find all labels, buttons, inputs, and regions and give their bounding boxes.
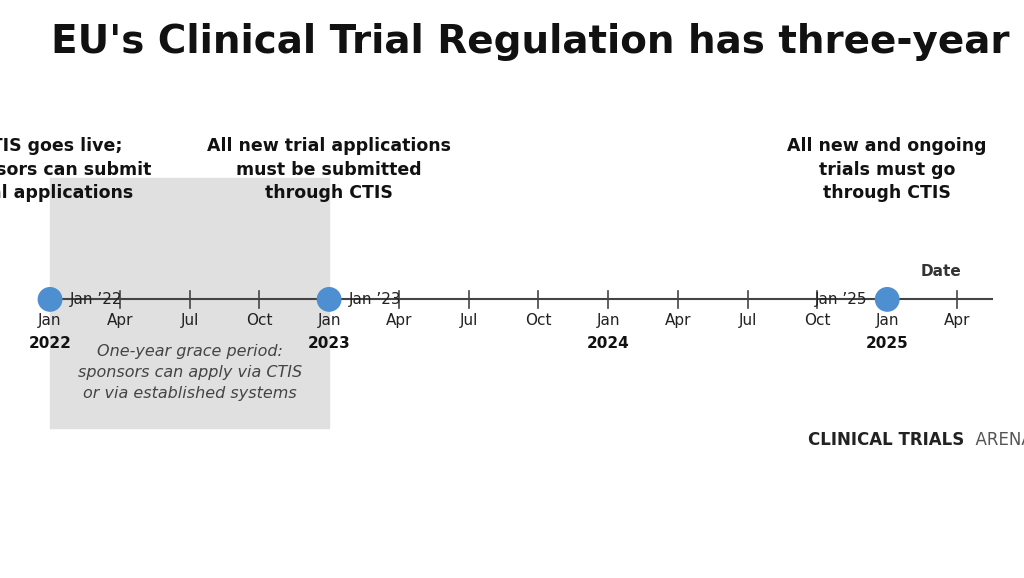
Text: One-year grace period:
sponsors can apply via CTIS
or via established systems: One-year grace period: sponsors can appl… [78,344,302,402]
Text: EU's Clinical Trial Regulation has three-year rollout: EU's Clinical Trial Regulation has three… [51,23,1024,61]
Text: Jan ’22: Jan ’22 [70,292,123,307]
Point [42,295,58,304]
Text: Apr: Apr [386,313,412,328]
Text: Jan: Jan [38,313,61,328]
Point [321,295,337,304]
Text: All new and ongoing
trials must go
through CTIS: All new and ongoing trials must go throu… [787,137,987,202]
Text: Apr: Apr [944,313,971,328]
Text: CLINICAL TRIALS: CLINICAL TRIALS [809,431,965,449]
Text: Oct: Oct [804,313,830,328]
Text: ARENA: ARENA [965,431,1024,449]
Text: Jan ’25: Jan ’25 [815,292,867,307]
Text: Oct: Oct [246,313,272,328]
Text: 2023: 2023 [308,336,350,351]
Text: Date: Date [921,264,962,279]
Text: CTIS goes live;
sponsors can submit
trial applications: CTIS goes live; sponsors can submit tria… [0,137,152,202]
Text: Apr: Apr [106,313,133,328]
Text: Apr: Apr [665,313,691,328]
Text: Jul: Jul [460,313,478,328]
Text: Jul: Jul [738,313,757,328]
Text: 2025: 2025 [866,336,908,351]
Text: Jan: Jan [876,313,899,328]
Text: Oct: Oct [525,313,552,328]
Text: Jan: Jan [317,313,341,328]
Text: 2022: 2022 [29,336,72,351]
Text: All new trial applications
must be submitted
through CTIS: All new trial applications must be submi… [207,137,452,202]
Text: Jan ’23: Jan ’23 [349,292,401,307]
Bar [50,178,329,428]
Text: 2024: 2024 [587,336,630,351]
Point [879,295,895,304]
Text: Jul: Jul [180,313,199,328]
Text: Jan: Jan [596,313,620,328]
